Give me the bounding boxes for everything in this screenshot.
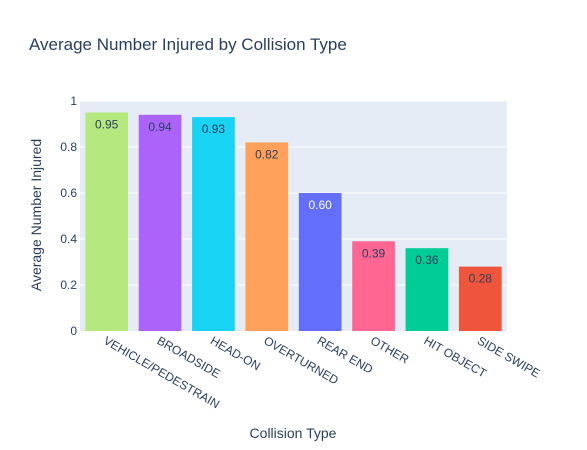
- y-axis-ticks: 0 0.2 0.4 0.6 0.8 1: [60, 94, 77, 338]
- bar: [298, 193, 342, 331]
- x-axis-title: Collision Type: [250, 425, 337, 441]
- bar-value-label: 0.94: [148, 120, 172, 134]
- y-tick-label: 1: [70, 94, 77, 108]
- bar-value-label: 0.28: [469, 272, 493, 286]
- bar-value-label: 0.36: [415, 253, 439, 267]
- y-tick-label: 0.6: [60, 186, 77, 200]
- bar: [245, 142, 289, 331]
- y-tick-label: 0.2: [60, 278, 77, 292]
- bar: [138, 114, 182, 331]
- y-tick-label: 0.4: [60, 232, 77, 246]
- bar-value-label: 0.39: [362, 246, 386, 260]
- bar-value-label: 0.93: [202, 122, 226, 136]
- y-tick-label: 0: [70, 324, 77, 338]
- y-tick-label: 0.8: [60, 140, 77, 154]
- x-axis-ticks: VEHICLE/PEDESTRAINBROADSIDEHEAD-ONOVERTU…: [101, 333, 542, 411]
- bar: [352, 241, 395, 331]
- bar: [458, 266, 502, 331]
- bar-value-label: 0.60: [309, 198, 333, 212]
- bars: 0.95 0.94 0.93 0.82 0.60 0.39 0.36 0.28: [85, 112, 502, 331]
- bar-value-label: 0.95: [95, 118, 119, 132]
- y-axis-title: Average Number Injured: [28, 139, 44, 291]
- bar: [192, 117, 235, 331]
- chart-title: Average Number Injured by Collision Type: [29, 35, 347, 54]
- bar: [85, 112, 129, 331]
- bar-value-label: 0.82: [255, 147, 279, 161]
- x-tick-label: OTHER: [368, 333, 412, 366]
- bar: [405, 248, 449, 331]
